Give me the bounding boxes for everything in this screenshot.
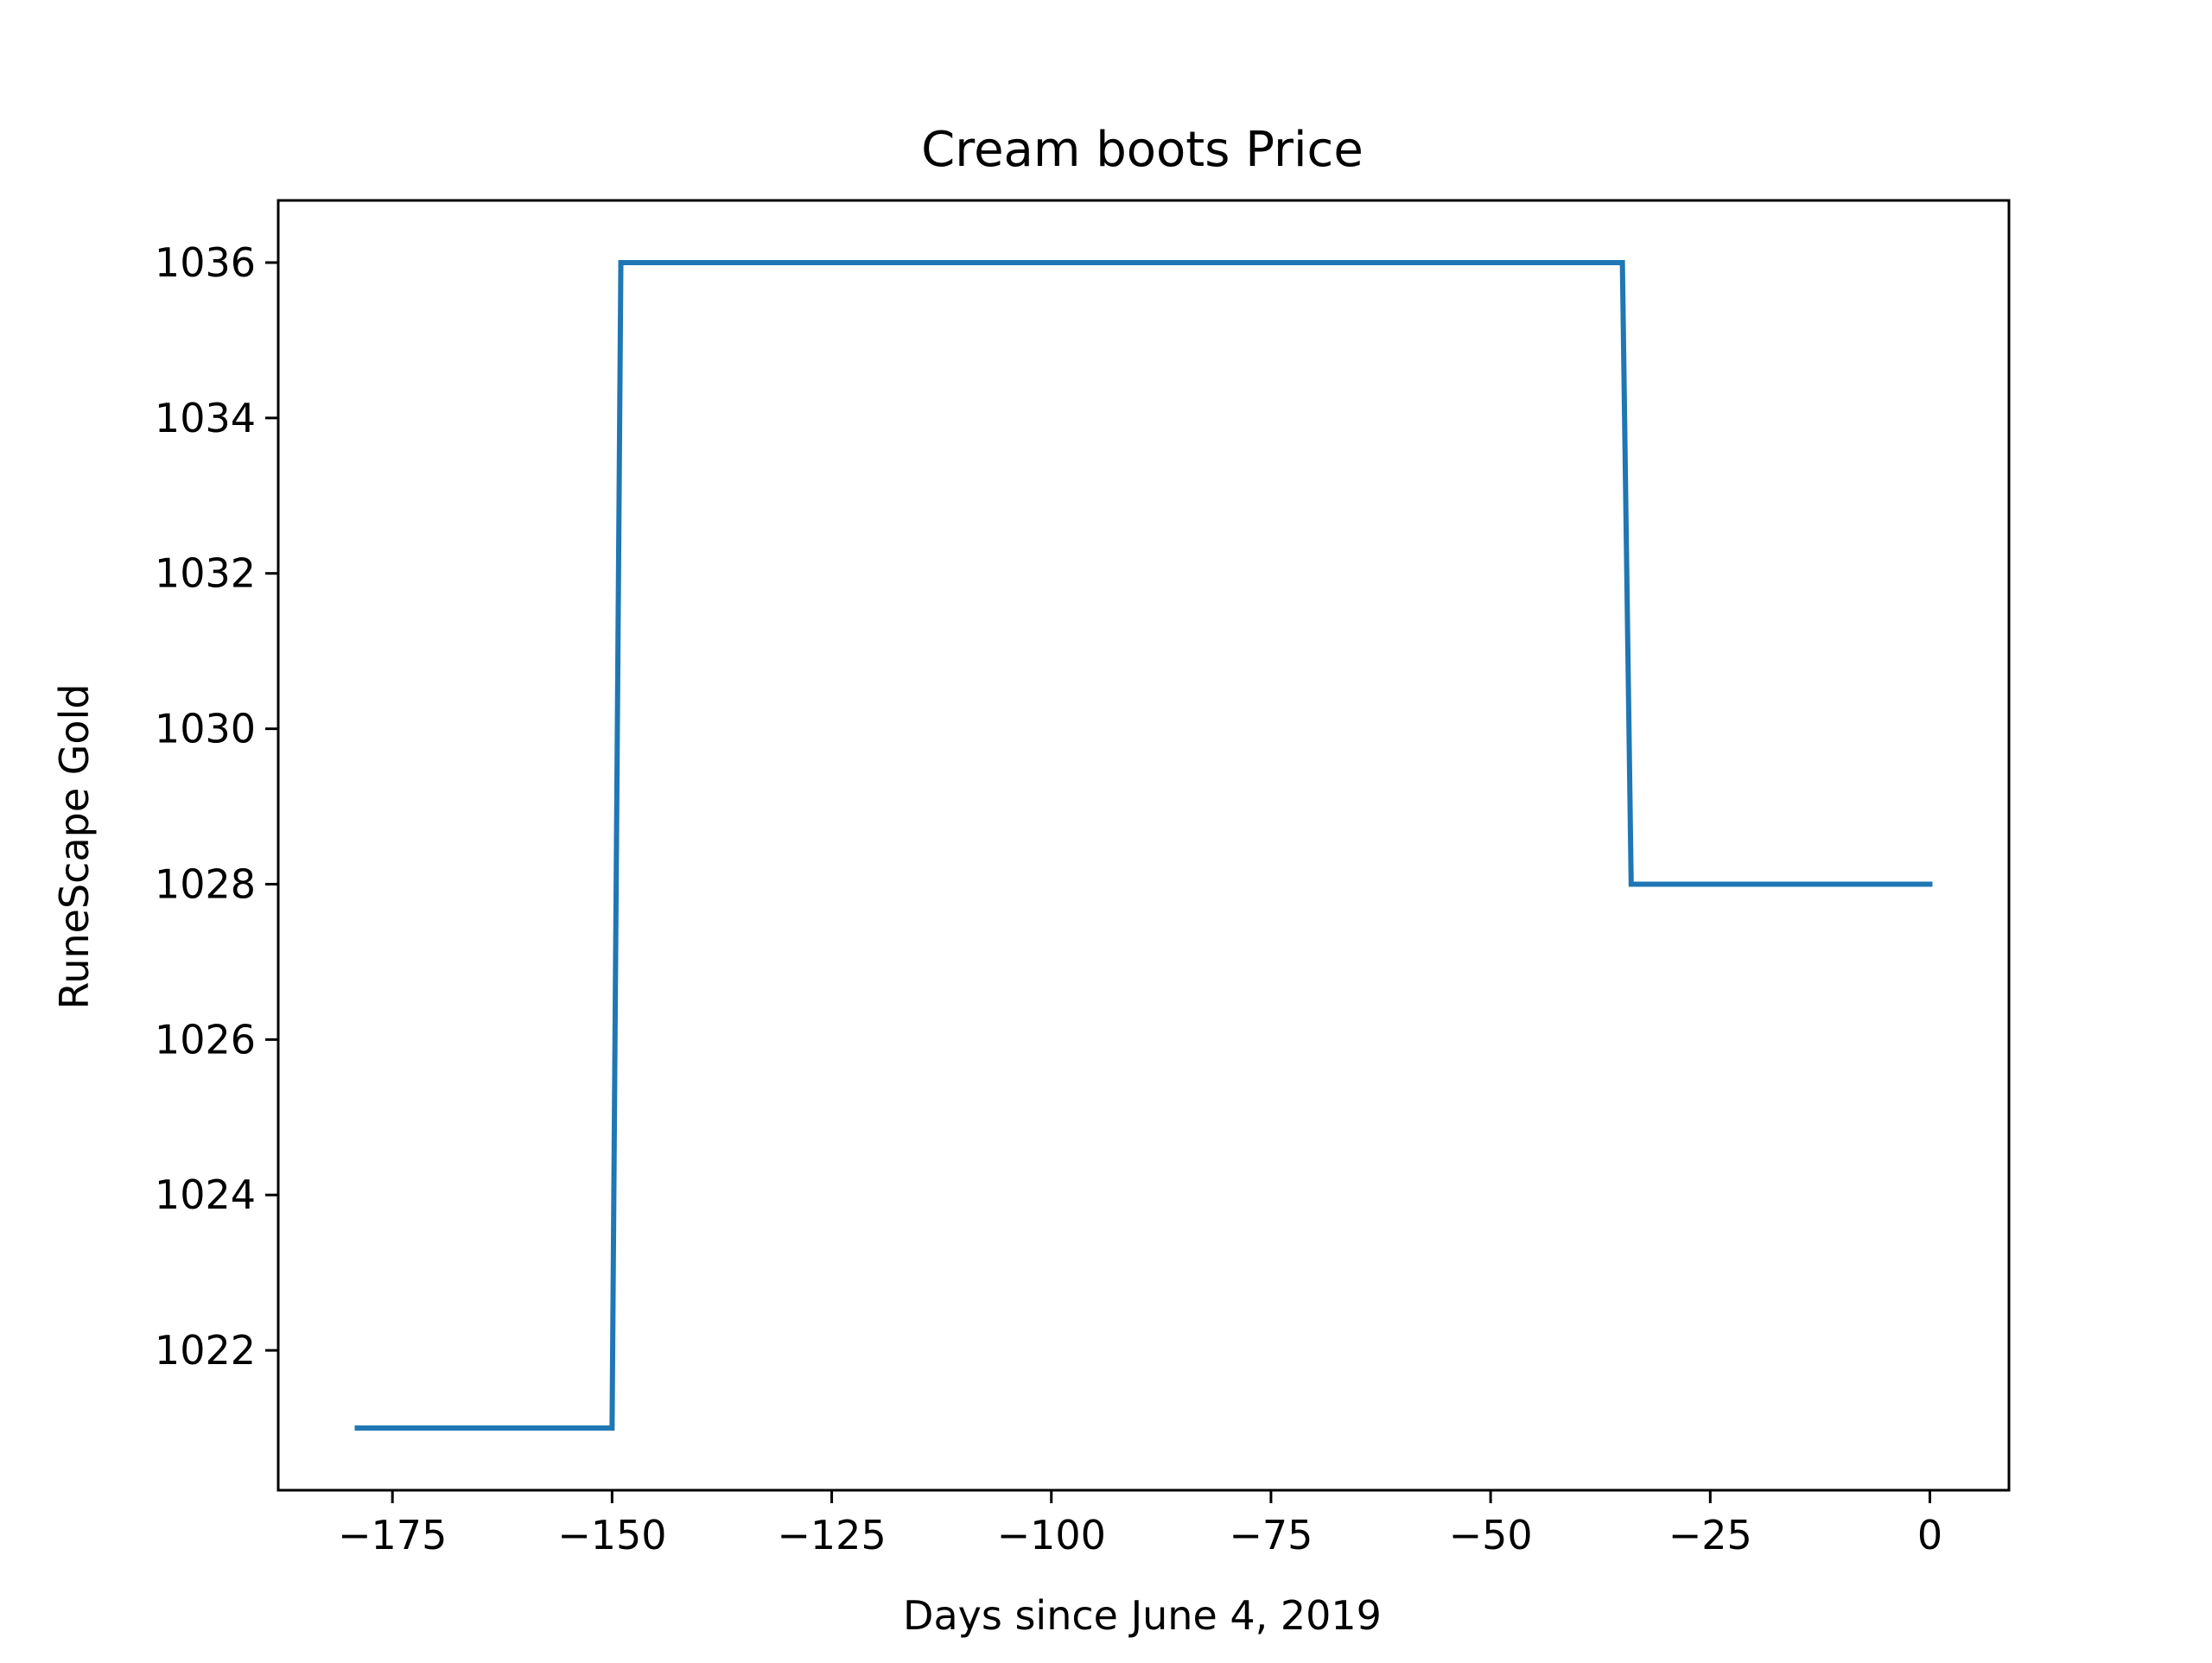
series-line-0 bbox=[354, 259, 1933, 1431]
x-tick-label: −75 bbox=[1229, 1512, 1313, 1558]
plot-frame bbox=[276, 199, 2011, 1492]
x-tick-label: 0 bbox=[1917, 1512, 1942, 1558]
plot-area: −175 −150 −125 −100 −75 −50 −25 0 1022 1024 1026 10… bbox=[155, 199, 2011, 1558]
x-tick-label: −100 bbox=[997, 1512, 1106, 1558]
x-tick-label: −175 bbox=[338, 1512, 447, 1558]
y-tick-label: 1026 bbox=[155, 1016, 256, 1063]
x-tick-label: −25 bbox=[1669, 1512, 1752, 1558]
chart-title: Cream boots Price bbox=[921, 122, 1363, 178]
y-tick-label: 1032 bbox=[155, 550, 256, 597]
y-tick-label: 1024 bbox=[155, 1171, 256, 1218]
x-tick-label: −125 bbox=[777, 1512, 886, 1558]
x-tick-label: −50 bbox=[1449, 1512, 1533, 1558]
y-axis-label: RuneScape Gold bbox=[51, 683, 98, 1009]
y-tick-label: 1034 bbox=[155, 395, 256, 441]
x-tick-label: −150 bbox=[557, 1512, 666, 1558]
x-axis-label: Days since June 4, 2019 bbox=[903, 1592, 1382, 1639]
y-tick-label: 1036 bbox=[155, 239, 256, 286]
y-tick-label: 1022 bbox=[155, 1327, 256, 1374]
y-tick-label: 1028 bbox=[155, 860, 256, 907]
y-tick-label: 1030 bbox=[155, 706, 256, 752]
